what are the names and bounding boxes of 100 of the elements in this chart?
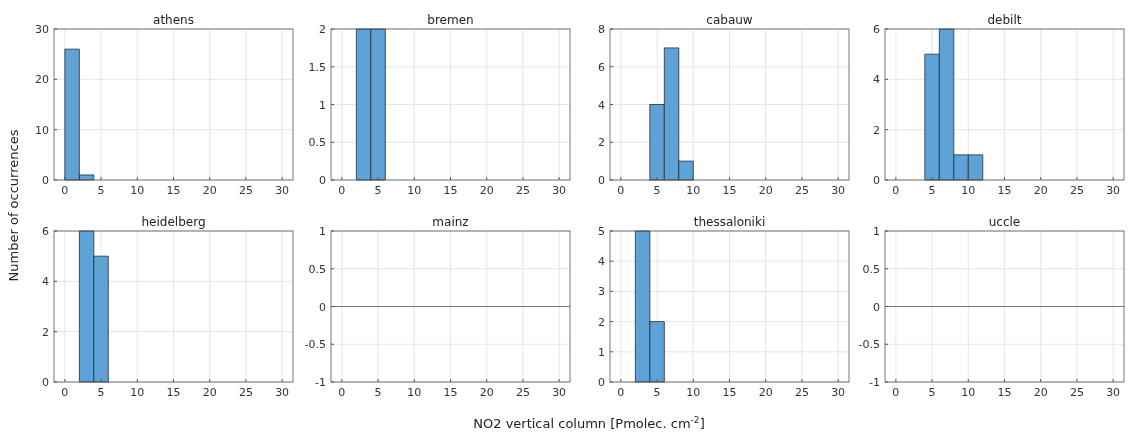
y-tick-label: -1: [869, 376, 880, 389]
y-tick-label: 0: [873, 300, 880, 314]
y-tick-label: 6: [42, 225, 49, 238]
x-tick-label: 25: [794, 184, 809, 197]
y-tick-label: 4: [598, 255, 605, 269]
x-tick-label: 25: [515, 184, 530, 197]
y-tick-label: 0: [598, 376, 605, 389]
x-tick-label: 20: [202, 386, 217, 399]
y-tick-label: -0.5: [304, 338, 326, 352]
y-tick-label: 1: [319, 98, 326, 112]
y-tick-label: 20: [35, 73, 49, 87]
x-tick-label: 5: [97, 184, 105, 197]
x-tick-label: 10: [407, 386, 422, 399]
x-tick-label: 0: [892, 184, 900, 197]
y-tick-label: 0.5: [308, 262, 326, 276]
x-tick-label: 5: [653, 386, 661, 399]
x-tick-label: 5: [374, 386, 382, 399]
x-tick-label: 0: [61, 184, 69, 197]
x-tick-label: 0: [617, 386, 625, 399]
y-tick-label: 10: [35, 123, 49, 137]
x-tick-label: 25: [1069, 386, 1084, 399]
x-tick-label: 0: [61, 386, 69, 399]
x-tick-label: 0: [617, 184, 625, 197]
chart-title: debilt: [987, 13, 1022, 27]
x-tick-label: 25: [515, 386, 530, 399]
x-tick-label: 0: [338, 184, 346, 197]
x-tick-label: 0: [892, 386, 900, 399]
chart-title: athens: [153, 13, 194, 27]
y-tick-label: 2: [873, 123, 880, 137]
x-tick-label: 5: [928, 184, 936, 197]
y-tick-label: 4: [42, 275, 49, 289]
x-axis-title: NO2 vertical column [Pmolec. cm$^{-2}$]: [473, 415, 705, 431]
y-tick-label: -0.5: [858, 338, 880, 352]
x-tick-label: 15: [722, 386, 737, 399]
y-tick-label: 2: [598, 315, 605, 329]
x-tick-label: 20: [479, 386, 494, 399]
x-tick-label: 20: [758, 184, 773, 197]
x-tick-label: 15: [443, 386, 458, 399]
y-tick-label: 0: [873, 174, 880, 187]
y-tick-label: 2: [319, 23, 326, 36]
x-tick-label: 5: [653, 184, 661, 197]
x-tick-label: 15: [443, 184, 458, 197]
x-tick-label: 20: [758, 386, 773, 399]
x-tick-label: 30: [1106, 184, 1121, 197]
y-tick-label: 0: [319, 174, 326, 187]
x-tick-label: 30: [831, 184, 846, 197]
y-tick-label: 30: [35, 23, 49, 36]
x-tick-label: 15: [722, 184, 737, 197]
x-tick-label: 20: [202, 184, 217, 197]
y-tick-label: 1: [598, 345, 605, 359]
y-tick-label: 0: [598, 174, 605, 187]
x-tick-label: 10: [686, 386, 701, 399]
y-tick-label: 0: [42, 174, 49, 187]
x-tick-label: 25: [238, 184, 253, 197]
chart-title: bremen: [427, 13, 474, 27]
y-tick-label: 1.5: [308, 60, 326, 74]
x-tick-label: 10: [961, 386, 976, 399]
x-tick-label: 15: [997, 184, 1012, 197]
y-tick-label: 8: [598, 23, 605, 36]
x-tick-label: 15: [166, 386, 181, 399]
x-tick-label: 20: [479, 184, 494, 197]
x-tick-label: 10: [407, 184, 422, 197]
y-tick-label: 6: [873, 23, 880, 36]
y-tick-label: 6: [598, 60, 605, 74]
x-tick-label: 10: [961, 184, 976, 197]
y-tick-label: 2: [598, 136, 605, 150]
chart-title: heidelberg: [141, 215, 206, 229]
y-axis-title: Number of occurrences: [6, 129, 21, 282]
x-tick-label: 5: [928, 386, 936, 399]
x-tick-label: 30: [831, 386, 846, 399]
y-tick-label: 0: [319, 300, 326, 314]
x-tick-label: 10: [686, 184, 701, 197]
x-tick-label: 30: [552, 386, 567, 399]
y-tick-label: 0: [42, 376, 49, 389]
x-tick-label: 25: [238, 386, 253, 399]
y-tick-label: 1: [319, 225, 326, 238]
y-tick-label: 2: [42, 325, 49, 339]
y-tick-label: 4: [598, 98, 605, 112]
x-tick-label: 20: [1033, 386, 1048, 399]
x-tick-label: 20: [1033, 184, 1048, 197]
x-tick-label: 5: [97, 386, 105, 399]
x-tick-label: 0: [338, 386, 346, 399]
x-tick-label: 15: [997, 386, 1012, 399]
y-tick-label: 0.5: [862, 262, 880, 276]
chart-title: uccle: [988, 215, 1021, 229]
x-tick-label: 15: [166, 184, 181, 197]
x-tick-label: 25: [794, 386, 809, 399]
y-tick-label: 0.5: [308, 136, 326, 150]
chart-title: cabauw: [706, 13, 753, 27]
chart-title: mainz: [432, 215, 469, 229]
x-tick-label: 10: [130, 386, 145, 399]
chart-title: thessaloniki: [693, 215, 766, 229]
x-tick-label: 30: [275, 184, 290, 197]
x-tick-label: 25: [1069, 184, 1084, 197]
y-tick-label: -1: [315, 376, 326, 389]
y-tick-label: 1: [873, 225, 880, 238]
x-tick-label: 30: [275, 386, 290, 399]
x-tick-label: 30: [552, 184, 567, 197]
y-tick-label: 4: [873, 73, 880, 87]
x-tick-label: 5: [374, 184, 382, 197]
